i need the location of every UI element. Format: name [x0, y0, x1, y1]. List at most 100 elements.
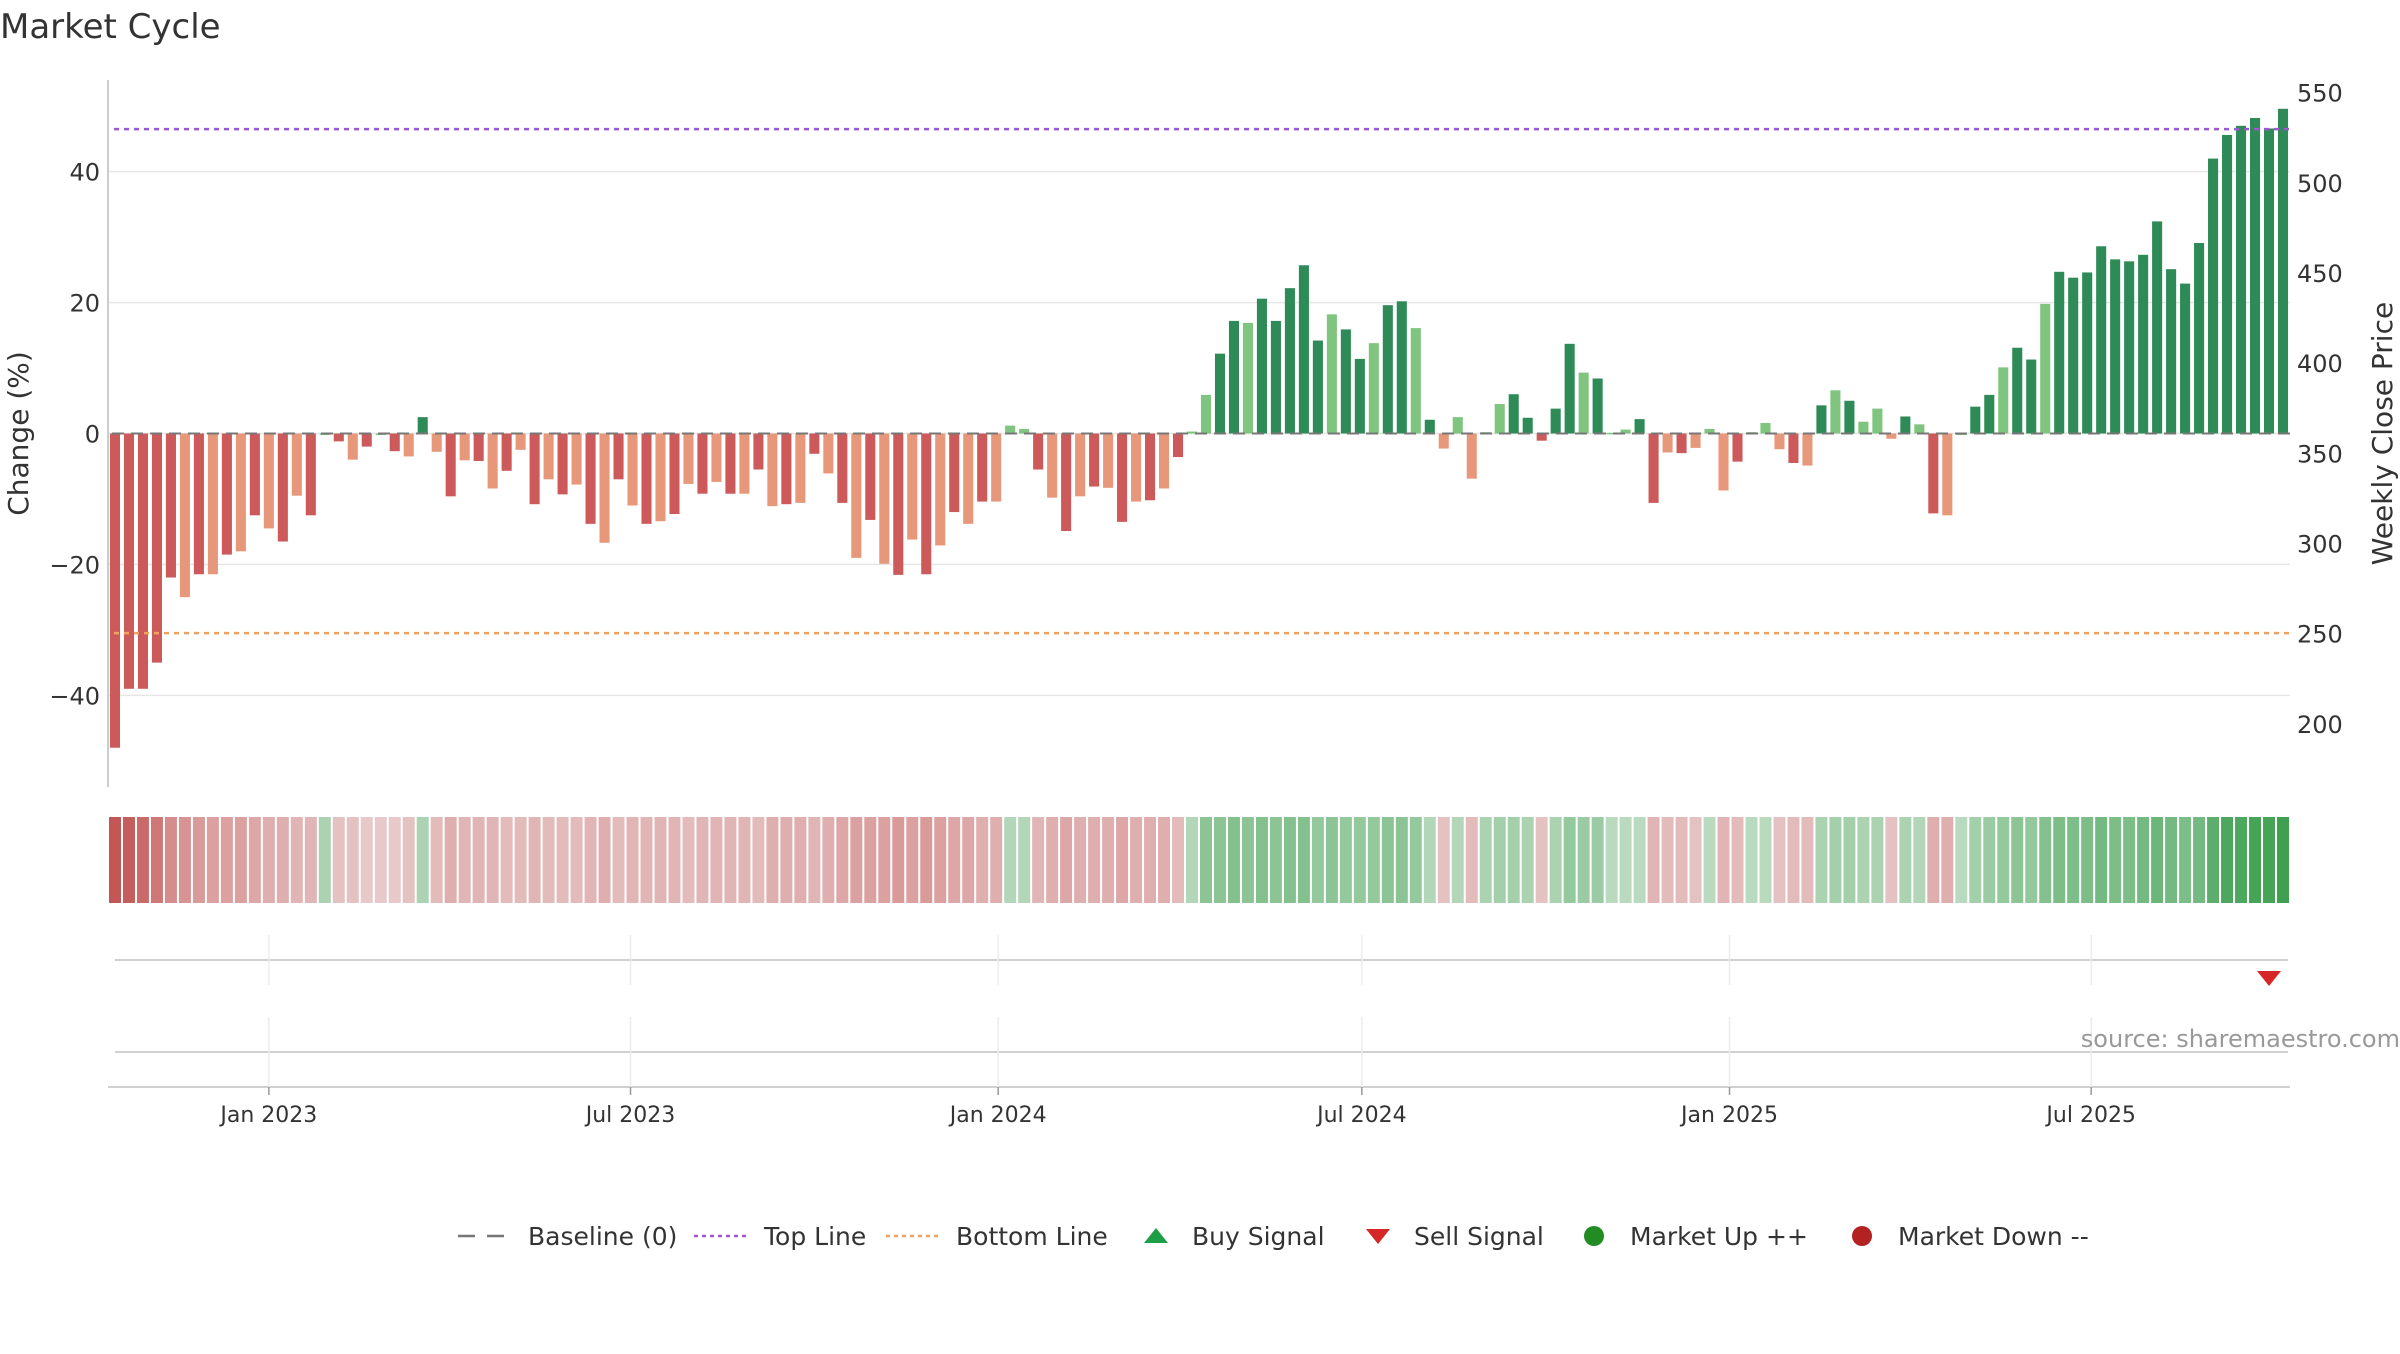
- heat-strip-cell: [1200, 817, 1212, 903]
- heat-strip-cell: [1563, 817, 1576, 903]
- change-bar: [1816, 405, 1827, 434]
- heat-strip-cell: [262, 817, 275, 903]
- heat-strip-cell: [1325, 817, 1338, 903]
- change-bar: [2054, 271, 2065, 434]
- heat-strip-cell: [206, 817, 219, 903]
- heat-strip-cell: [1241, 817, 1254, 903]
- heat-strip-cell: [864, 817, 877, 903]
- heat-strip-cell: [2067, 817, 2080, 903]
- change-bar: [1354, 358, 1365, 434]
- change-bar: [1298, 265, 1309, 434]
- change-bar: [963, 433, 974, 524]
- heat-strip-cell: [752, 817, 765, 903]
- heat-strip-cell: [1871, 817, 1884, 903]
- change-bar: [1117, 433, 1128, 522]
- change-bar: [1145, 433, 1156, 501]
- heat-strip-cell: [164, 817, 177, 903]
- change-bar: [1242, 322, 1253, 434]
- change-bar: [767, 433, 778, 507]
- change-bar: [501, 433, 512, 471]
- change-bar: [739, 433, 750, 494]
- change-bar: [935, 433, 946, 546]
- heat-strip-cell: [1675, 817, 1688, 903]
- heat-strip-cell: [332, 817, 345, 903]
- change-bar: [809, 433, 820, 454]
- heat-strip-cell: [892, 817, 905, 903]
- change-bar: [1061, 433, 1072, 532]
- change-bar: [1019, 428, 1030, 434]
- change-bar: [1424, 419, 1435, 434]
- heat-strip-cell: [2011, 817, 2024, 903]
- heat-strip-cell: [1465, 817, 1478, 903]
- change-bar: [1536, 433, 1547, 441]
- change-bar: [277, 433, 288, 542]
- change-bar: [2277, 108, 2289, 434]
- heat-strip-cell: [738, 817, 751, 903]
- heat-strip-cell: [2165, 817, 2178, 903]
- heat-strip-cell: [486, 817, 499, 903]
- change-bar: [851, 433, 862, 558]
- y-right-tick-label: 400: [2297, 350, 2343, 378]
- heat-strip-cell: [1437, 817, 1450, 903]
- change-bar: [403, 433, 414, 457]
- heat-strip-cell: [500, 817, 513, 903]
- change-bar: [2082, 272, 2093, 434]
- heat-strip-cell: [990, 817, 1003, 903]
- heat-strip-cell: [109, 817, 121, 903]
- heat-strip-cell: [2123, 817, 2136, 903]
- heat-strip-cell: [1395, 817, 1408, 903]
- change-bar: [1103, 433, 1114, 488]
- change-bar: [1382, 305, 1393, 434]
- change-bar: [1858, 421, 1869, 434]
- change-bar: [1788, 433, 1799, 463]
- y-right-tick-label: 500: [2297, 170, 2343, 198]
- heat-strip-cell: [2193, 817, 2206, 903]
- change-bar: [2012, 347, 2023, 434]
- heat-strip-cell: [1899, 817, 1912, 903]
- change-bar: [1340, 329, 1351, 434]
- change-bar: [1676, 433, 1687, 454]
- change-bar: [1047, 433, 1058, 498]
- heat-strip-cell: [1116, 817, 1129, 903]
- y-left-tick-label: 20: [69, 290, 100, 318]
- y-left-tick-label: 40: [69, 159, 100, 187]
- heat-strip-cell: [850, 817, 863, 903]
- change-bar: [1620, 429, 1631, 434]
- heat-strip-cell: [724, 817, 737, 903]
- heat-strip-cell: [304, 817, 317, 903]
- change-bar: [1900, 416, 1911, 434]
- heat-strip-cell: [1283, 817, 1296, 903]
- heat-strip-cell: [2207, 817, 2220, 903]
- change-bar: [1494, 404, 1505, 434]
- change-bar: [1075, 433, 1086, 497]
- change-bar: [473, 433, 484, 461]
- change-bar: [2124, 261, 2135, 434]
- change-bar: [1914, 424, 1925, 434]
- heat-strip-cell: [1941, 817, 1954, 903]
- change-bar: [1005, 425, 1016, 434]
- heat-strip-cell: [1367, 817, 1380, 903]
- change-bar: [2166, 269, 2177, 434]
- legend-top-line-label: Top Line: [763, 1222, 866, 1251]
- change-bar: [2040, 303, 2051, 434]
- legend-market-down-label: Market Down --: [1898, 1222, 2089, 1251]
- heat-strip-cell: [962, 817, 975, 903]
- change-bar: [333, 433, 344, 442]
- change-bar: [1326, 314, 1337, 434]
- change-bar: [2068, 277, 2079, 434]
- heat-strip-cell: [220, 817, 233, 903]
- heat-strip-cell: [808, 817, 821, 903]
- heat-strip-cell: [1745, 817, 1758, 903]
- heat-strip-cell: [1955, 817, 1968, 903]
- heat-strip-cell: [1269, 817, 1282, 903]
- heat-strip-cell: [1521, 817, 1534, 903]
- heat-strip-cell: [836, 817, 849, 903]
- heat-strip-cell: [472, 817, 485, 903]
- heat-strip-cell: [136, 817, 149, 903]
- change-bar: [389, 433, 400, 452]
- heat-strip-cell: [2263, 817, 2276, 903]
- change-bar: [1438, 433, 1449, 449]
- heat-strip-cell: [1773, 817, 1786, 903]
- change-bar: [1592, 378, 1603, 434]
- change-bar: [1634, 419, 1645, 434]
